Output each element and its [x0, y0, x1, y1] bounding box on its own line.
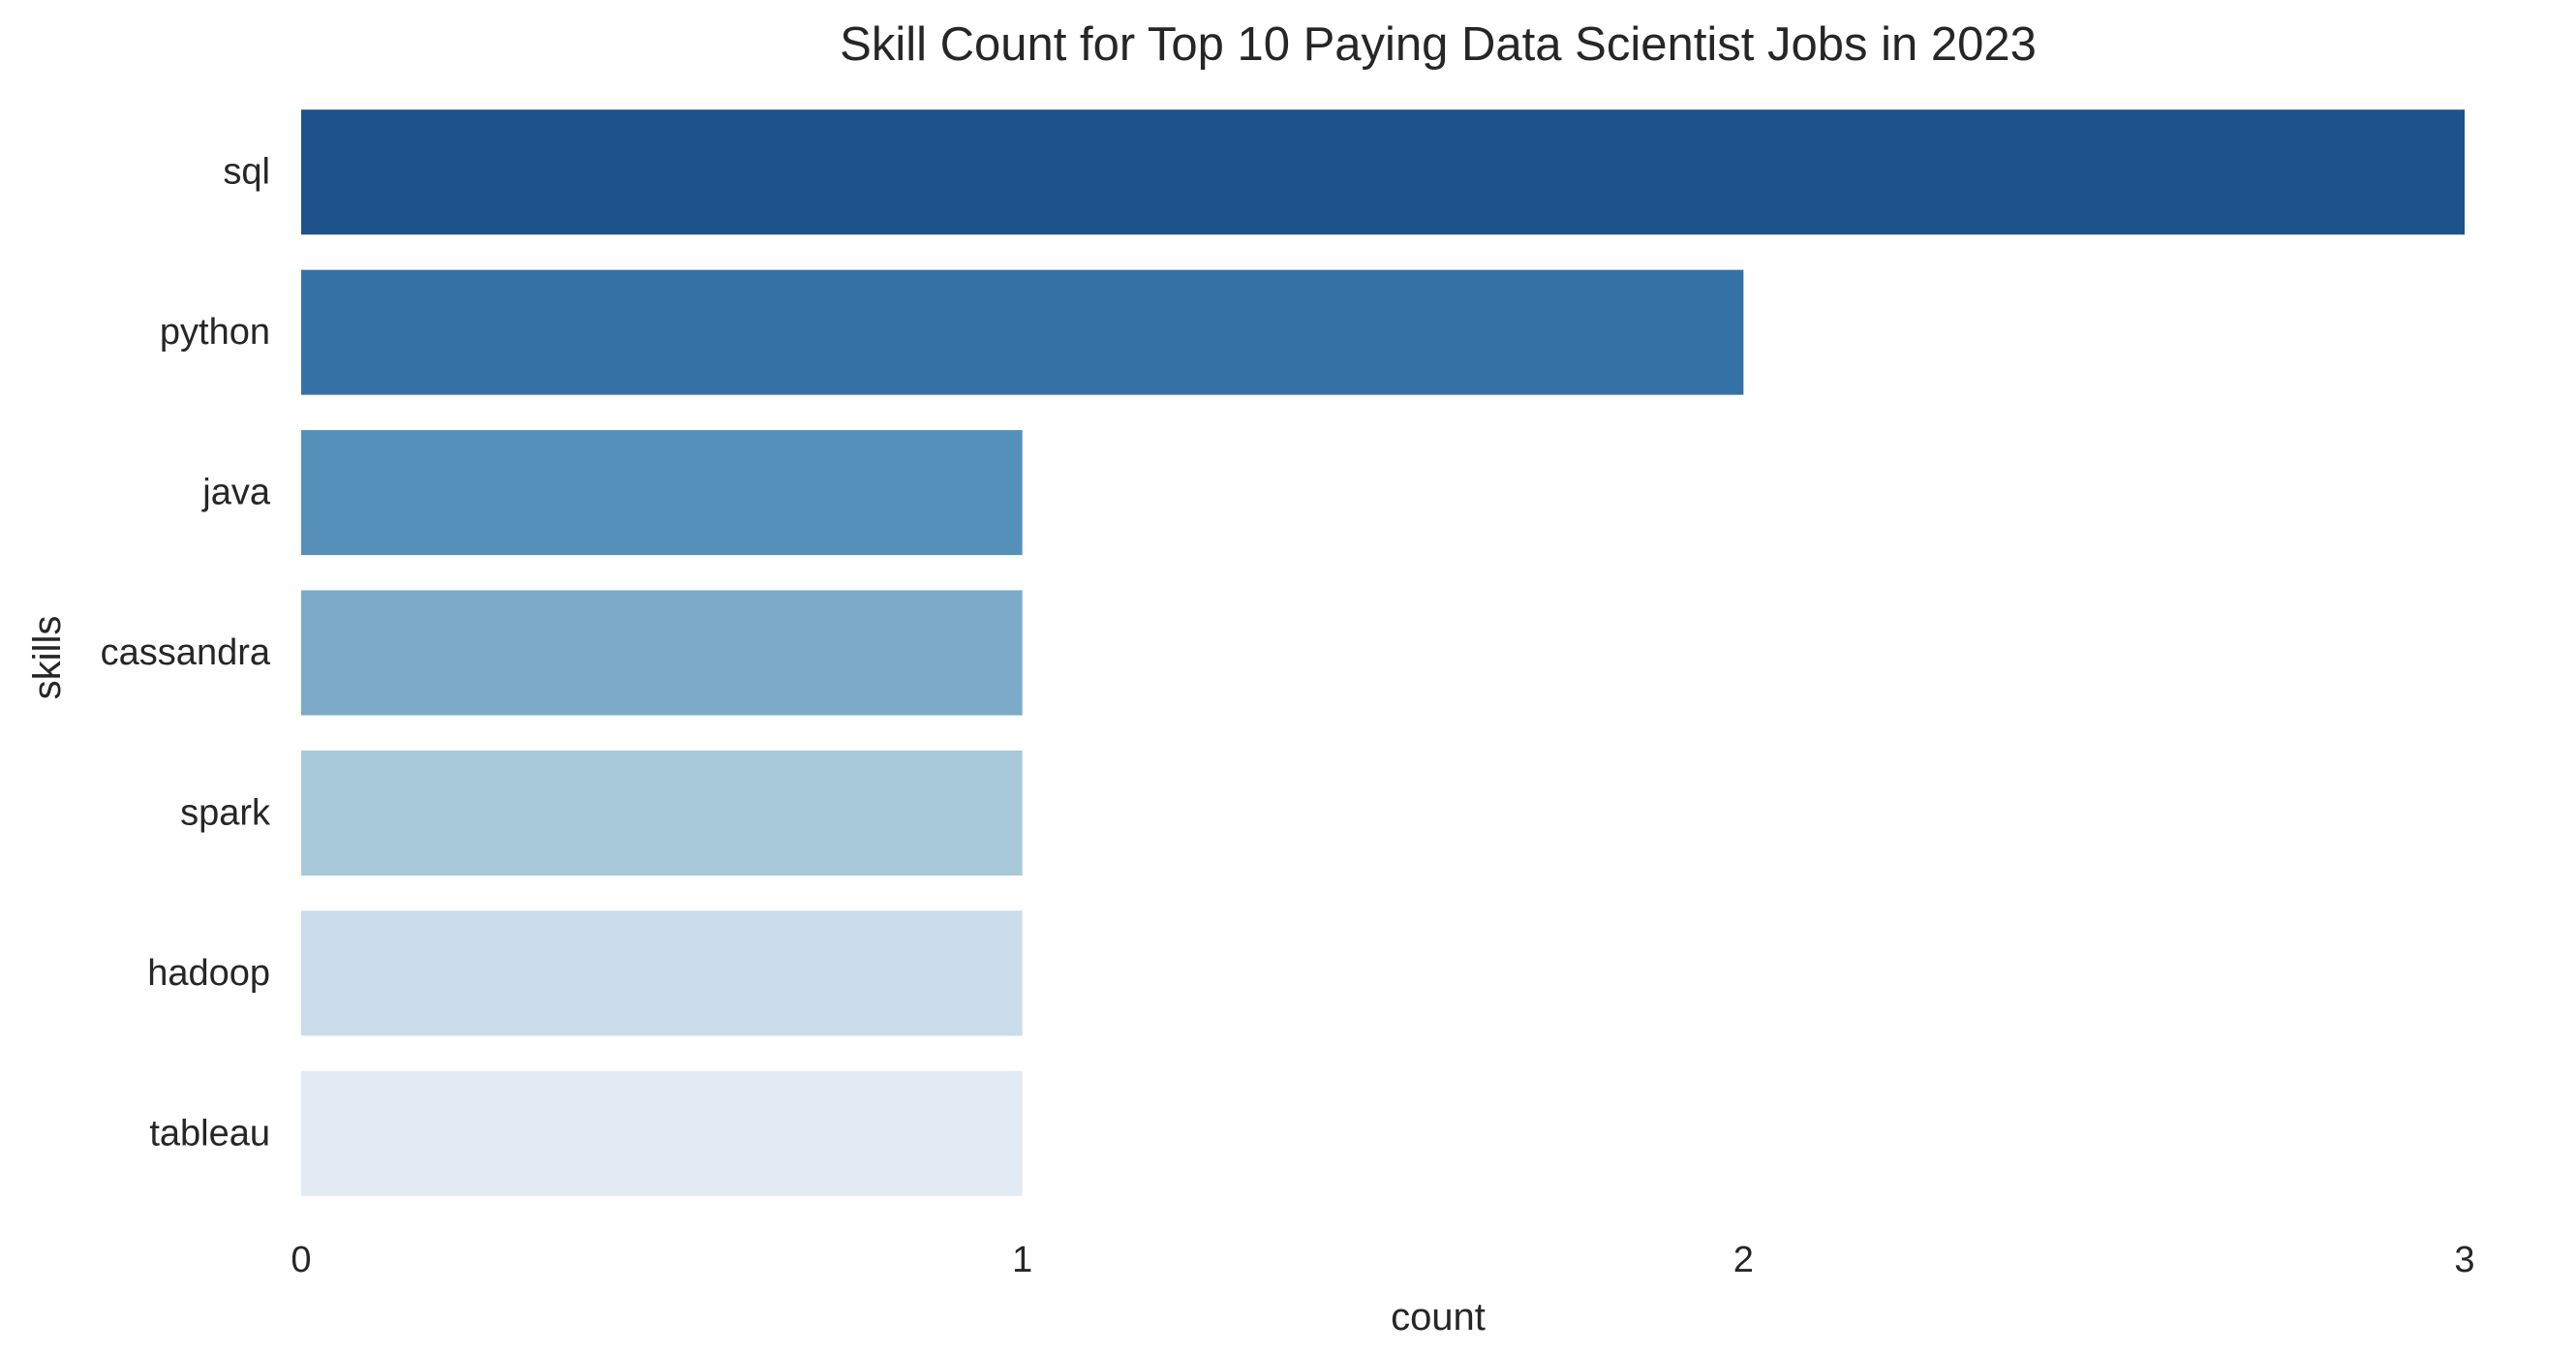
y-tick-label-cassandra: cassandra	[101, 632, 271, 673]
y-axis-label: skills	[26, 616, 69, 700]
x-tick-label-2: 2	[1733, 1240, 1754, 1280]
x-tick-label-1: 1	[1012, 1240, 1032, 1280]
y-tick-label-tableau: tableau	[149, 1113, 270, 1154]
bar-cassandra	[301, 590, 1023, 716]
bars-group	[301, 109, 2465, 1196]
bar-spark	[301, 750, 1023, 876]
y-tick-labels: sql python java cassandra spark hadoop tableau	[101, 152, 271, 1154]
y-tick-label-sql: sql	[223, 152, 270, 193]
y-tick-label-hadoop: hadoop	[147, 953, 270, 994]
y-tick-label-python: python	[160, 312, 270, 353]
y-tick-label-spark: spark	[180, 792, 271, 833]
y-tick-label-java: java	[201, 473, 271, 513]
bar-hadoop	[301, 910, 1023, 1036]
x-axis-label: count	[1391, 1296, 1486, 1339]
bar-sql	[301, 109, 2465, 235]
x-tick-label-3: 3	[2454, 1240, 2474, 1280]
chart-title: Skill Count for Top 10 Paying Data Scien…	[840, 18, 2037, 71]
x-tick-labels: 0 1 2 3	[291, 1240, 2474, 1280]
bar-python	[301, 269, 1744, 395]
x-tick-label-0: 0	[291, 1240, 311, 1280]
bar-java	[301, 430, 1023, 556]
bar-tableau	[301, 1070, 1023, 1196]
